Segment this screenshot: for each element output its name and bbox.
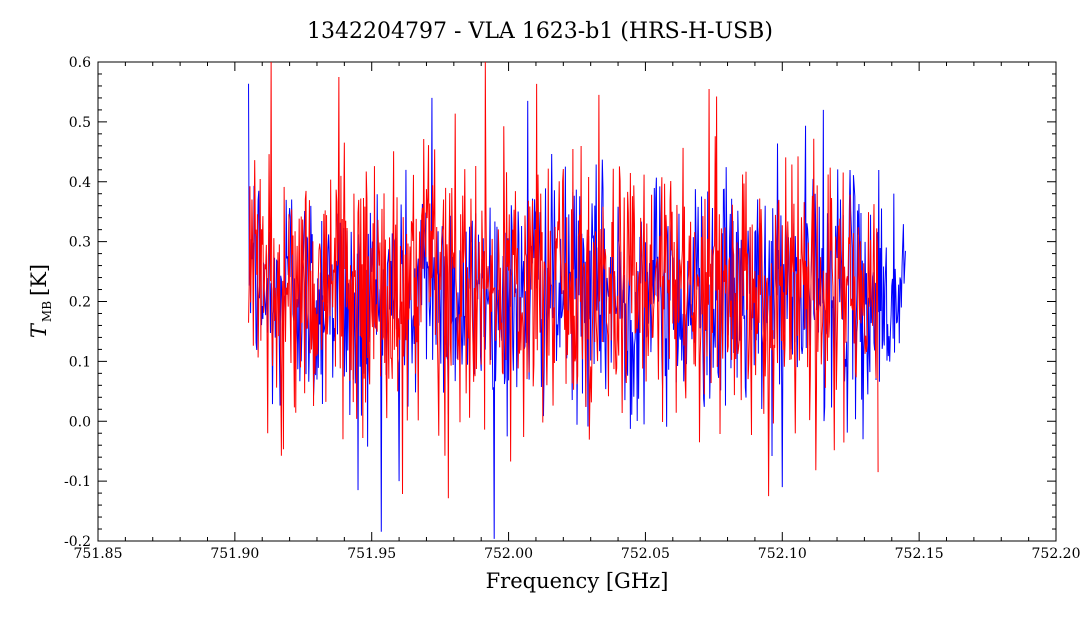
y-tick-label: -0.1 <box>64 474 91 490</box>
x-tick-label: 752.05 <box>621 546 670 562</box>
series-line-2 <box>248 61 879 499</box>
y-tick-label: 0.0 <box>69 414 91 430</box>
y-tick-label: 0.2 <box>69 295 91 311</box>
x-axis-label: Frequency [GHz] <box>486 569 669 593</box>
x-tick-labels: 751.85 751.90 751.95 752.00 752.05 752.10 752.… <box>74 546 1080 562</box>
y-tick-label: 0.4 <box>69 175 91 191</box>
data-series <box>248 61 906 539</box>
x-tick-label: 752.00 <box>484 546 533 562</box>
y-tick-label: -0.2 <box>64 534 91 550</box>
x-tick-label: 752.15 <box>895 546 944 562</box>
y-tick-labels: -0.2 -0.1 0.0 0.1 0.2 0.3 0.4 0.5 0.6 <box>64 55 91 550</box>
y-axis-unit: [K] <box>27 264 51 296</box>
chart-title: 1342204797 - VLA 1623-b1 (HRS-H-USB) <box>307 19 773 44</box>
x-tick-label: 752.20 <box>1032 546 1080 562</box>
x-tick-label: 752.10 <box>758 546 807 562</box>
axis-ticks <box>97 61 1057 542</box>
y-tick-label: 0.5 <box>69 115 91 131</box>
y-axis-label: TMB [K] <box>27 264 54 338</box>
y-axis-subscript: MB <box>40 301 54 322</box>
x-tick-label: 751.95 <box>347 546 396 562</box>
y-tick-label: 0.3 <box>69 235 91 251</box>
y-axis-symbol: T <box>27 322 51 338</box>
series-line-1 <box>248 83 906 539</box>
y-tick-label: 0.6 <box>69 55 91 71</box>
y-tick-label: 0.1 <box>69 354 91 370</box>
x-tick-label: 751.90 <box>210 546 259 562</box>
x-tick-label: 751.85 <box>74 546 123 562</box>
